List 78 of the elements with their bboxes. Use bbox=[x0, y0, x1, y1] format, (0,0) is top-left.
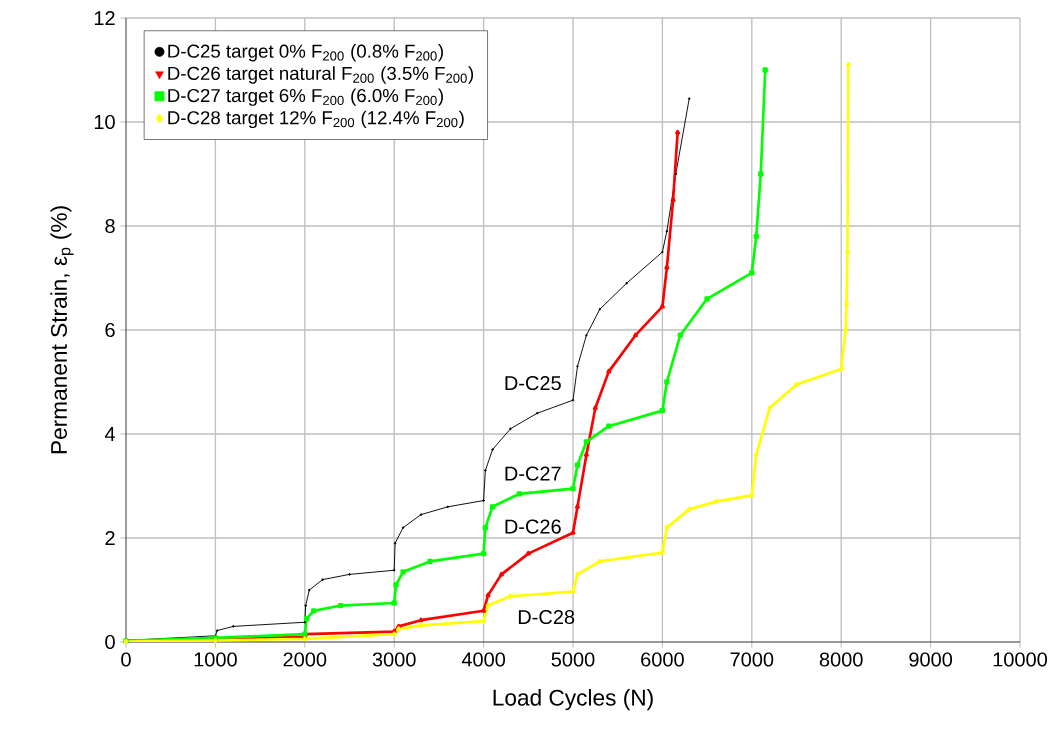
point bbox=[583, 439, 590, 445]
point bbox=[418, 617, 424, 623]
point bbox=[489, 504, 496, 510]
point bbox=[575, 571, 580, 578]
x-tick-label: 1000 bbox=[194, 652, 237, 667]
point bbox=[767, 405, 773, 411]
point bbox=[762, 67, 768, 73]
point bbox=[481, 618, 486, 624]
y-tick-label: 0 bbox=[105, 634, 115, 650]
point bbox=[845, 249, 850, 255]
y-tick-label: 8 bbox=[105, 218, 115, 234]
point bbox=[606, 423, 612, 429]
point bbox=[597, 558, 603, 565]
point bbox=[400, 569, 406, 575]
y-tick-label: 6 bbox=[105, 322, 115, 338]
point bbox=[713, 498, 719, 505]
point bbox=[427, 558, 433, 565]
x-tick-label: 4000 bbox=[461, 652, 506, 667]
x-axis-title: Load Cycles (N) bbox=[493, 689, 653, 711]
annotation: D-C27 bbox=[505, 466, 561, 481]
point bbox=[677, 332, 683, 338]
point bbox=[485, 592, 491, 598]
x-tick-label: 5000 bbox=[551, 652, 595, 667]
point bbox=[659, 407, 666, 414]
x-tick-label: 3000 bbox=[372, 652, 416, 667]
x-tick-label: 2000 bbox=[283, 652, 327, 667]
x-tick-label: 7000 bbox=[730, 652, 774, 667]
x-tick-label: 8000 bbox=[819, 652, 863, 667]
x-tick-label: 0 bbox=[121, 652, 131, 667]
point bbox=[846, 62, 851, 68]
x-tick-label: 10000 bbox=[993, 652, 1048, 667]
y-axis-title: Permanent Strain, ε$_{p}$ (%) bbox=[50, 206, 74, 454]
point bbox=[391, 600, 397, 606]
legend-label: D-C26 target natural F$_{200}$ (3.5% F$_{200}$) bbox=[168, 66, 474, 84]
point bbox=[664, 524, 670, 531]
point bbox=[660, 549, 665, 556]
x-tick-label: 9000 bbox=[909, 652, 953, 667]
point bbox=[393, 582, 399, 588]
x-tick-label: 6000 bbox=[641, 652, 684, 667]
y-tick-label: 12 bbox=[94, 11, 115, 25]
point bbox=[482, 524, 489, 531]
point bbox=[508, 593, 513, 599]
point bbox=[664, 264, 670, 270]
point bbox=[633, 332, 639, 338]
point bbox=[753, 233, 759, 240]
point bbox=[498, 571, 504, 577]
point bbox=[675, 129, 681, 135]
y-tick-label: 2 bbox=[105, 531, 115, 545]
point bbox=[480, 550, 487, 557]
point bbox=[704, 296, 710, 302]
point bbox=[311, 608, 317, 614]
annotation: D-C26 bbox=[505, 519, 561, 534]
point bbox=[303, 615, 310, 622]
legend-label: D-C25 target 0% F$_{200}$ (0.8% F$_{200}$) bbox=[168, 44, 443, 62]
point bbox=[481, 608, 487, 613]
point bbox=[664, 379, 670, 385]
legend-label: D-C28 target 12% F$_{200}$ (12.4% F$_{200}$) bbox=[168, 110, 464, 129]
point bbox=[659, 303, 665, 309]
point bbox=[844, 301, 849, 307]
point bbox=[570, 485, 576, 492]
point bbox=[570, 588, 576, 595]
y-tick-label: 4 bbox=[104, 427, 116, 441]
point bbox=[670, 197, 676, 202]
point bbox=[749, 270, 755, 276]
point bbox=[418, 622, 424, 629]
point bbox=[574, 504, 580, 509]
annotation: D-C25 bbox=[505, 375, 561, 391]
point bbox=[485, 602, 491, 609]
point bbox=[794, 381, 799, 388]
legend-label: D-C27 target 6% F$_{200}$ (6.0% F$_{200}$) bbox=[168, 88, 443, 106]
point bbox=[574, 462, 581, 468]
point bbox=[758, 171, 764, 177]
y-tick-label: 10 bbox=[94, 114, 115, 130]
point bbox=[686, 506, 692, 513]
point bbox=[838, 366, 844, 372]
point bbox=[516, 491, 523, 497]
annotation: D-C28 bbox=[518, 609, 575, 625]
point bbox=[337, 602, 344, 609]
